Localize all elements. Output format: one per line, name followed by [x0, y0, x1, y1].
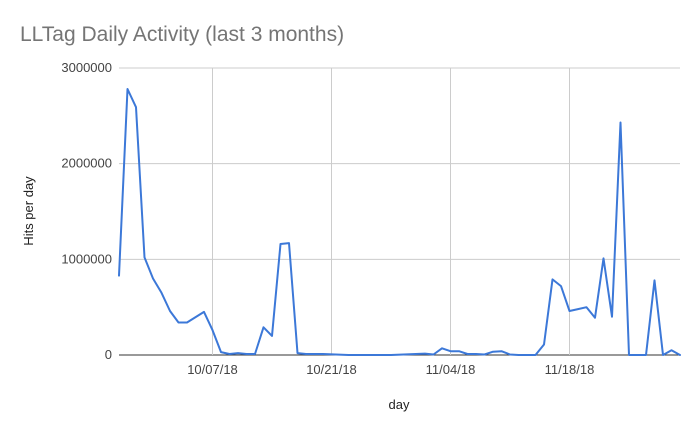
- y-axis-label: Hits per day: [21, 176, 36, 246]
- y-tick-label: 2000000: [61, 156, 112, 171]
- series-line: [118, 88, 681, 356]
- x-axis-label: day: [389, 397, 410, 412]
- y-axis-ticks: 0 1000000 2000000 3000000: [61, 60, 112, 362]
- chart-title: LLTag Daily Activity (last 3 months): [20, 23, 344, 46]
- x-tick-label: 11/18/18: [545, 362, 595, 377]
- series-layer: [118, 88, 681, 356]
- y-tick-label: 1000000: [61, 251, 112, 266]
- x-tick-label: 10/07/18: [187, 362, 238, 377]
- x-tick-label: 10/21/18: [306, 362, 357, 377]
- y-tick-label: 3000000: [61, 60, 112, 75]
- x-axis-ticks: 10/07/18 10/21/18 11/04/18 11/18/18: [187, 362, 594, 377]
- x-tick-label: 11/04/18: [426, 362, 476, 377]
- gridlines: [119, 67, 680, 356]
- y-tick-label: 0: [105, 347, 112, 362]
